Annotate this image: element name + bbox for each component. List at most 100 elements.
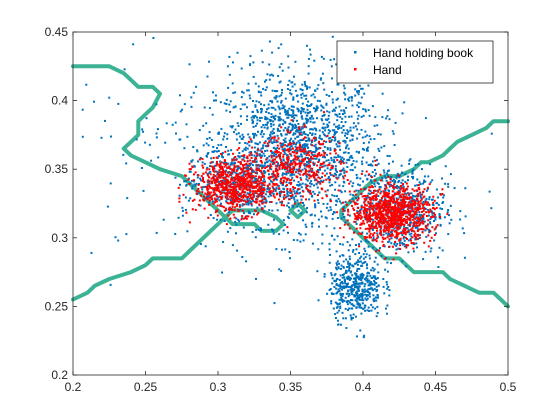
data-point — [373, 156, 376, 159]
data-point — [406, 185, 409, 188]
data-point — [186, 230, 189, 233]
data-point — [279, 142, 282, 145]
data-point — [399, 187, 402, 190]
data-point — [196, 150, 199, 153]
data-point — [368, 209, 371, 212]
data-point — [233, 180, 236, 183]
data-point — [321, 181, 324, 184]
data-point — [241, 217, 243, 220]
data-point — [385, 211, 388, 214]
data-point — [262, 192, 265, 194]
data-point — [409, 214, 412, 217]
data-point — [361, 297, 364, 300]
data-point — [110, 135, 112, 138]
data-point — [421, 231, 424, 234]
data-point — [331, 183, 334, 186]
data-point — [237, 210, 240, 213]
data-point — [372, 275, 375, 278]
data-point — [272, 116, 275, 119]
data-point — [187, 178, 190, 181]
data-point — [331, 217, 334, 220]
data-point — [397, 208, 400, 211]
data-point — [419, 222, 422, 224]
data-point — [447, 233, 450, 236]
data-point — [228, 153, 231, 156]
data-point — [212, 146, 215, 148]
data-point — [388, 211, 391, 213]
data-point — [208, 182, 211, 185]
data-point — [224, 182, 227, 185]
data-point — [321, 115, 324, 117]
data-point — [373, 206, 376, 209]
data-point — [257, 228, 260, 231]
data-point — [283, 191, 286, 193]
data-point — [336, 211, 339, 214]
data-point — [393, 144, 396, 146]
data-point — [261, 61, 264, 64]
data-point — [407, 251, 410, 254]
data-point — [336, 305, 339, 308]
data-point — [396, 185, 399, 187]
data-point — [339, 169, 342, 172]
data-point — [268, 190, 271, 193]
data-point — [347, 295, 350, 298]
data-point — [234, 105, 237, 108]
data-point — [338, 142, 341, 145]
data-point — [379, 173, 382, 176]
data-point — [216, 186, 219, 189]
data-point — [412, 175, 415, 178]
data-point — [233, 186, 236, 189]
data-point — [306, 157, 309, 159]
data-point — [344, 121, 347, 124]
data-point — [212, 187, 215, 190]
data-point — [307, 174, 310, 177]
data-point — [340, 264, 343, 267]
data-point — [424, 229, 427, 232]
data-point — [222, 187, 225, 190]
data-point — [335, 262, 338, 265]
data-point — [392, 132, 395, 135]
data-point — [218, 164, 221, 167]
data-point — [260, 171, 263, 173]
data-point — [212, 193, 215, 196]
data-point — [337, 284, 340, 287]
data-point — [280, 99, 283, 102]
data-point — [284, 248, 287, 251]
data-point — [315, 146, 317, 149]
data-point — [268, 178, 271, 180]
data-point — [378, 221, 381, 224]
data-point — [427, 219, 430, 222]
data-point — [422, 190, 425, 193]
data-point — [372, 283, 374, 286]
data-point — [395, 248, 398, 251]
data-point — [392, 197, 395, 200]
data-point — [214, 175, 217, 178]
data-point — [371, 171, 374, 174]
data-point — [238, 193, 241, 196]
data-point — [164, 141, 167, 144]
data-point — [309, 120, 312, 123]
data-point — [331, 91, 333, 94]
data-point — [375, 240, 378, 243]
data-point — [314, 128, 317, 131]
data-point — [174, 121, 177, 124]
data-point — [307, 162, 310, 164]
data-point — [296, 176, 299, 179]
data-point — [358, 216, 361, 219]
data-point — [421, 168, 423, 171]
data-point — [369, 214, 372, 217]
data-point — [259, 119, 262, 122]
data-point — [341, 156, 344, 159]
data-point — [392, 213, 395, 216]
data-point — [394, 209, 397, 212]
data-point — [227, 162, 230, 165]
data-point — [391, 214, 394, 217]
data-point — [358, 305, 361, 308]
data-point — [377, 214, 379, 217]
data-point — [417, 163, 420, 166]
data-point — [292, 170, 294, 173]
data-point — [344, 282, 347, 285]
data-point — [298, 142, 301, 144]
data-point — [314, 203, 316, 206]
data-point — [294, 89, 297, 92]
